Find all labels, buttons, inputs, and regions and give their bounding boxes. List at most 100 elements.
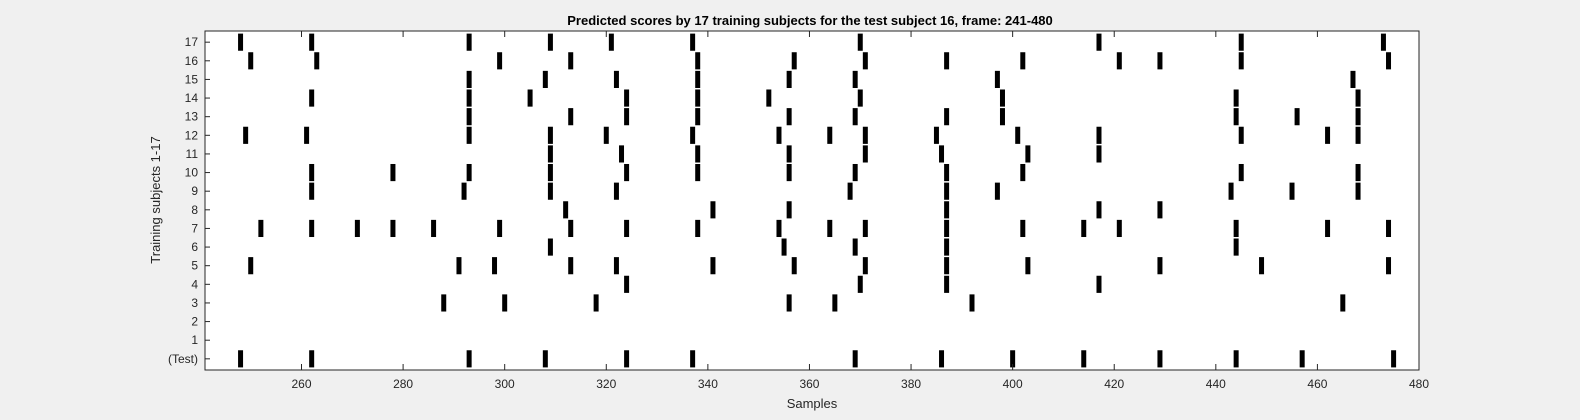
event-mark	[1096, 275, 1102, 293]
event-mark	[613, 182, 619, 200]
event-mark	[547, 182, 553, 200]
event-mark	[862, 257, 868, 275]
event-mark	[710, 201, 716, 219]
event-mark	[547, 163, 553, 182]
event-mark	[492, 257, 498, 275]
event-mark	[1350, 70, 1356, 88]
event-mark	[527, 89, 533, 107]
y-tick-label: 4	[191, 277, 198, 291]
event-mark	[862, 126, 868, 144]
event-mark	[786, 294, 792, 312]
x-tick-label: 320	[596, 377, 616, 391]
event-mark	[1116, 52, 1122, 70]
event-mark	[695, 145, 701, 163]
event-mark	[1233, 350, 1239, 368]
event-mark	[456, 257, 462, 275]
event-mark	[431, 219, 437, 238]
event-mark	[695, 108, 701, 126]
event-mark	[786, 108, 792, 126]
event-mark	[695, 163, 701, 182]
raster-events	[238, 33, 1397, 368]
event-mark	[1355, 126, 1361, 144]
event-mark	[466, 108, 472, 126]
event-mark	[309, 163, 315, 182]
event-mark	[1096, 145, 1102, 163]
event-mark	[568, 257, 574, 275]
event-mark	[1238, 33, 1244, 51]
event-mark	[690, 33, 696, 51]
event-mark	[466, 126, 472, 144]
y-tick-label: 3	[191, 296, 198, 310]
event-mark	[1233, 89, 1239, 107]
event-mark	[497, 219, 503, 238]
event-mark	[466, 350, 472, 368]
event-mark	[1157, 350, 1163, 368]
event-mark	[776, 219, 782, 238]
event-mark	[547, 126, 553, 144]
x-tick-label: 400	[1003, 377, 1023, 391]
event-mark	[314, 52, 320, 70]
event-mark	[944, 108, 950, 126]
event-mark	[258, 219, 264, 238]
event-mark	[568, 219, 574, 238]
chart-title: Predicted scores by 17 training subjects…	[567, 13, 1053, 28]
event-mark	[613, 70, 619, 88]
event-mark	[786, 163, 792, 182]
event-mark	[1259, 257, 1265, 275]
y-tick-label: 14	[185, 91, 199, 105]
event-mark	[862, 145, 868, 163]
event-mark	[857, 275, 863, 293]
event-mark	[619, 145, 625, 163]
event-mark	[1294, 108, 1300, 126]
event-mark	[568, 108, 574, 126]
event-mark	[852, 70, 858, 88]
event-mark	[832, 294, 838, 312]
y-tick-label: 2	[191, 315, 198, 329]
event-mark	[1025, 145, 1031, 163]
event-mark	[441, 294, 447, 312]
y-tick-label: 13	[185, 110, 199, 124]
event-mark	[466, 33, 472, 51]
event-mark	[547, 238, 553, 256]
event-mark	[309, 350, 315, 368]
event-mark	[1096, 33, 1102, 51]
event-mark	[238, 350, 244, 368]
x-tick-label: 460	[1307, 377, 1327, 391]
event-mark	[1096, 201, 1102, 219]
y-tick-label: 8	[191, 203, 198, 217]
event-mark	[939, 350, 945, 368]
event-mark	[1238, 52, 1244, 70]
event-mark	[944, 275, 950, 293]
event-mark	[852, 350, 858, 368]
event-mark	[827, 219, 833, 238]
x-tick-label: 280	[393, 377, 413, 391]
event-mark	[624, 350, 630, 368]
event-mark	[1157, 201, 1163, 219]
event-mark	[1233, 108, 1239, 126]
event-mark	[791, 52, 797, 70]
event-mark	[1325, 126, 1331, 144]
event-mark	[542, 70, 548, 88]
event-mark	[542, 350, 548, 368]
event-mark	[603, 126, 609, 144]
event-mark	[781, 238, 787, 256]
event-mark	[999, 108, 1005, 126]
y-tick-label: 1	[191, 333, 198, 347]
event-mark	[624, 163, 630, 182]
y-tick-label: (Test)	[168, 352, 198, 366]
y-tick-label: 7	[191, 221, 198, 235]
event-mark	[1081, 219, 1087, 238]
event-mark	[933, 126, 939, 144]
event-mark	[994, 70, 1000, 88]
event-mark	[786, 201, 792, 219]
event-mark	[497, 52, 503, 70]
event-mark	[1228, 182, 1234, 200]
event-mark	[390, 163, 396, 182]
event-mark	[862, 52, 868, 70]
axes-frame	[204, 30, 1420, 371]
event-mark	[857, 33, 863, 51]
event-mark	[791, 257, 797, 275]
event-mark	[354, 219, 360, 238]
